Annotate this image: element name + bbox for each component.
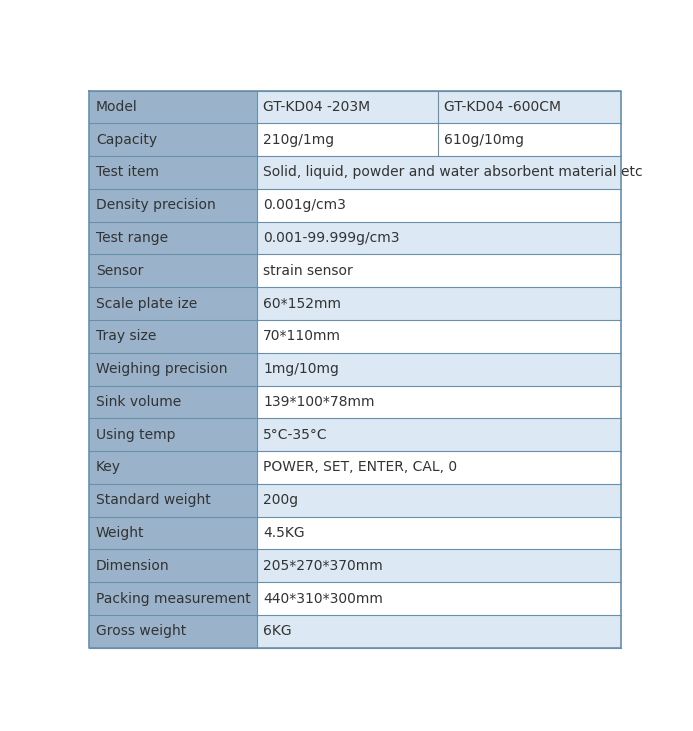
Text: Sensor: Sensor [96,264,143,278]
Text: GT-KD04 -600CM: GT-KD04 -600CM [444,100,561,114]
Text: 4.5KG: 4.5KG [263,526,305,540]
Bar [89,254,257,287]
Text: Dimension: Dimension [96,558,169,573]
Bar [89,353,257,385]
Bar [257,91,437,124]
Text: Test range: Test range [96,231,168,245]
Text: Using temp: Using temp [96,428,175,442]
Bar [257,451,621,484]
Text: 1mg/10mg: 1mg/10mg [263,362,339,376]
Bar [437,91,621,124]
Text: 6KG: 6KG [263,624,292,638]
Bar [437,124,621,156]
Bar [257,385,621,418]
Bar [89,615,257,648]
Bar [257,221,621,254]
Bar [257,124,437,156]
Bar [89,484,257,517]
Bar [257,615,621,648]
Bar [89,124,257,156]
Text: strain sensor: strain sensor [263,264,353,278]
Text: Test item: Test item [96,165,159,180]
Text: Capacity: Capacity [96,133,157,147]
Text: 0.001g/cm3: 0.001g/cm3 [263,198,346,212]
Bar [89,189,257,221]
Bar [89,418,257,451]
Text: 60*152mm: 60*152mm [263,297,341,311]
Text: 440*310*300mm: 440*310*300mm [263,591,383,605]
Text: 210g/1mg: 210g/1mg [263,133,334,147]
Text: 70*110mm: 70*110mm [263,330,341,344]
Bar [89,550,257,582]
Text: Packing measurement: Packing measurement [96,591,250,605]
Bar [257,550,621,582]
Text: GT-KD04 -203M: GT-KD04 -203M [263,100,370,114]
Bar [257,320,621,353]
Bar [89,320,257,353]
Bar [89,451,257,484]
Bar [89,91,257,124]
Bar [257,484,621,517]
Text: Key: Key [96,461,121,474]
Bar [257,418,621,451]
Text: Density precision: Density precision [96,198,216,212]
Text: Standard weight: Standard weight [96,493,211,507]
Text: Model: Model [96,100,137,114]
Bar [257,156,621,189]
Text: Tray size: Tray size [96,330,156,344]
Text: Weighing precision: Weighing precision [96,362,227,376]
Bar [257,517,621,550]
Bar [89,385,257,418]
Bar [257,353,621,385]
Bar [89,517,257,550]
Text: Sink volume: Sink volume [96,395,181,409]
Bar [89,221,257,254]
Text: 139*100*78mm: 139*100*78mm [263,395,375,409]
Text: 200g: 200g [263,493,299,507]
Bar [89,582,257,615]
Bar [257,254,621,287]
Text: Solid, liquid, powder and water absorbent material etc: Solid, liquid, powder and water absorben… [263,165,643,180]
Bar [257,582,621,615]
Text: Scale plate ize: Scale plate ize [96,297,197,311]
Text: Weight: Weight [96,526,144,540]
Bar [89,156,257,189]
Bar [89,287,257,320]
Bar [257,287,621,320]
Bar [257,189,621,221]
Text: 610g/10mg: 610g/10mg [444,133,524,147]
Text: 0.001-99.999g/cm3: 0.001-99.999g/cm3 [263,231,400,245]
Text: 205*270*370mm: 205*270*370mm [263,558,383,573]
Text: POWER, SET, ENTER, CAL, 0: POWER, SET, ENTER, CAL, 0 [263,461,457,474]
Text: Gross weight: Gross weight [96,624,186,638]
Text: 5°C-35°C: 5°C-35°C [263,428,328,442]
